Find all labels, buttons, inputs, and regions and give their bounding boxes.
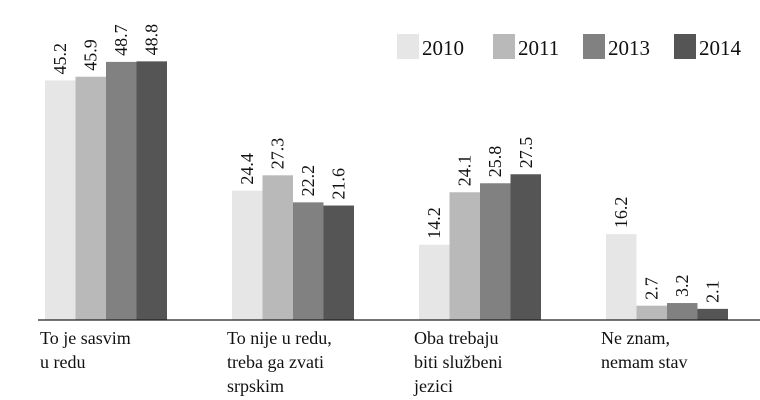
- bar: [449, 192, 480, 320]
- value-label: 24.4: [237, 153, 257, 185]
- bar: [323, 205, 354, 320]
- legend-swatch: [397, 34, 419, 59]
- value-label: 45.9: [81, 39, 101, 71]
- value-label: 27.5: [516, 137, 536, 169]
- legend-label: 2011: [518, 36, 559, 60]
- legend-swatch: [493, 34, 515, 59]
- legend-swatch: [674, 34, 696, 59]
- value-label: 16.2: [611, 197, 631, 229]
- value-label: 48.8: [142, 24, 162, 56]
- value-label: 2.7: [642, 277, 662, 300]
- bar: [419, 244, 450, 320]
- bar: [667, 303, 698, 320]
- bar: [45, 80, 76, 320]
- bar: [480, 183, 511, 320]
- legend-label: 2013: [608, 36, 650, 60]
- value-label: 25.8: [485, 146, 505, 178]
- legend-label: 2014: [699, 36, 742, 60]
- x-tick-label: treba ga zvati: [227, 352, 324, 372]
- bar: [262, 175, 293, 320]
- value-label: 27.3: [268, 138, 288, 170]
- value-label: 14.2: [424, 207, 444, 239]
- x-tick-label: srpskim: [227, 376, 284, 396]
- value-label: 48.7: [111, 24, 131, 56]
- bar: [636, 305, 667, 320]
- legend-label: 2010: [422, 36, 464, 60]
- value-label: 2.1: [703, 280, 723, 303]
- bar: [75, 76, 106, 320]
- x-tick-label: Ne znam,: [601, 328, 670, 348]
- bar: [232, 190, 263, 320]
- x-tick-label: u redu: [40, 352, 85, 372]
- bar: [106, 61, 137, 320]
- x-tick-label: biti službeni: [414, 352, 503, 372]
- value-label: 24.1: [455, 155, 475, 187]
- bar: [510, 174, 541, 320]
- x-tick-label: To nije u redu,: [227, 328, 332, 348]
- x-tick-label: Oba trebaju: [414, 328, 498, 348]
- bar: [136, 61, 167, 321]
- x-tick-label: jezici: [413, 376, 453, 396]
- x-tick-label: To je sasvim: [40, 328, 131, 348]
- bar: [606, 234, 637, 320]
- value-label: 22.2: [298, 165, 318, 197]
- bar: [697, 308, 728, 320]
- bar: [293, 202, 324, 320]
- x-tick-label: nemam stav: [601, 352, 687, 372]
- value-label: 3.2: [672, 275, 692, 298]
- legend-swatch: [583, 34, 605, 59]
- value-label: 21.6: [329, 168, 349, 200]
- value-label: 45.2: [50, 43, 70, 75]
